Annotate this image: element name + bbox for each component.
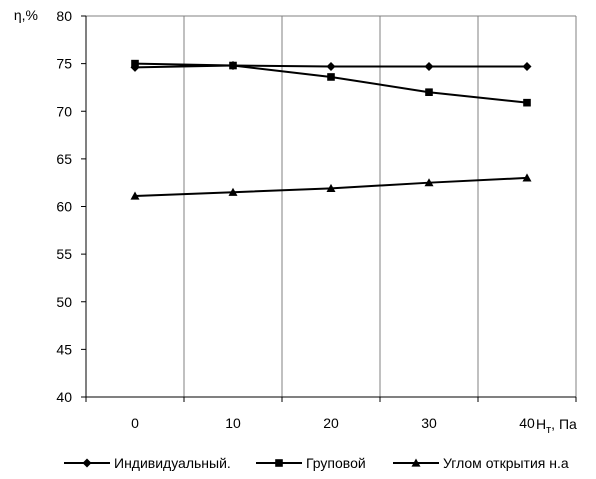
y-tick-label: 70 <box>56 103 72 119</box>
data-point-triangle <box>228 187 238 196</box>
data-point-diamond <box>130 62 140 72</box>
x-axis-label-rest: , Па <box>551 416 577 432</box>
legend-label: Углом открытия н.а <box>443 455 569 471</box>
legend-marker-triangle <box>411 458 421 467</box>
data-point-square <box>229 61 237 70</box>
legend-item: Углом открытия н.а <box>393 455 569 471</box>
data-point-diamond <box>326 61 336 71</box>
x-tick-label: 10 <box>225 415 241 431</box>
series-diamond <box>130 61 532 72</box>
y-tick-label: 40 <box>56 389 72 405</box>
y-tick-label: 55 <box>56 246 72 262</box>
y-tick-label: 50 <box>56 294 72 310</box>
legend-label: Индивидуальный. <box>114 455 231 471</box>
legend-item: Груповой <box>256 455 366 471</box>
data-point-square <box>131 59 139 68</box>
data-point-diamond <box>522 61 532 71</box>
axes <box>81 15 577 402</box>
legend-marker-square <box>275 459 283 467</box>
data-point-square <box>425 88 433 96</box>
x-tick-label: 20 <box>323 415 339 431</box>
y-tick-label: 75 <box>56 56 72 72</box>
x-axis-label-main: H <box>536 416 546 432</box>
legend-label: Груповой <box>306 455 366 471</box>
series-square <box>131 59 531 107</box>
y-tick-label: 60 <box>56 199 72 215</box>
data-point-diamond <box>424 61 434 71</box>
y-tick-label: 65 <box>56 151 72 167</box>
legend-marker-diamond <box>82 458 92 468</box>
data-point-square <box>523 98 531 107</box>
data-point-triangle <box>130 191 140 200</box>
y-axis-label: η,% <box>14 7 38 23</box>
legend: Индивидуальный. Груповой Углом открытия н.… <box>64 455 569 471</box>
x-tick-label: 30 <box>421 415 437 431</box>
y-tick-label: 45 <box>56 341 72 357</box>
x-tick-label: 0 <box>131 415 139 431</box>
tick-labels: 40 45 50 55 60 65 70 75 80 0 10 20 30 40 <box>56 8 535 431</box>
y-tick-label: 80 <box>56 8 72 24</box>
x-tick-label: 40 <box>519 415 535 431</box>
data-point-triangle <box>326 183 336 193</box>
data-point-triangle <box>522 173 532 182</box>
x-axis-label-sub: т <box>546 424 551 436</box>
data-point-square <box>327 73 335 81</box>
grid-lines <box>86 15 577 397</box>
series-triangle <box>130 173 532 200</box>
data-series <box>130 59 532 200</box>
x-axis-label: Hт, Па <box>536 416 577 436</box>
legend-item: Индивидуальный. <box>64 455 231 471</box>
data-point-triangle <box>424 178 434 187</box>
